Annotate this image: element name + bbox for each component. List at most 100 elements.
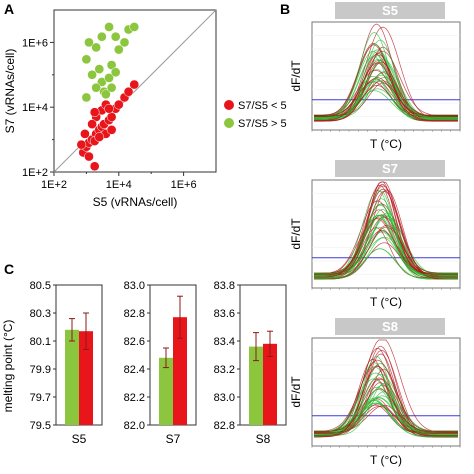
scatter-point [110, 67, 121, 78]
scatter-point [113, 99, 124, 110]
bar-y-tick-label: 82.4 [124, 364, 145, 376]
scatter-point [104, 73, 114, 83]
scatter-point [119, 37, 130, 48]
y-tick-label: 1E+2 [22, 167, 48, 179]
scatter-ylabel: S7 (vRNAs/cell) [3, 49, 17, 134]
legend-label: S7/S5 > 5 [238, 118, 287, 130]
curve-xlabel: T (°C) [370, 137, 402, 151]
melt-curve [314, 388, 458, 433]
melt-curve-panel-s5: S5 dF/dT T (°C) [289, 2, 461, 151]
scatter-point [110, 31, 121, 42]
group-label: S8 [256, 432, 271, 446]
bar-y-tick-label: 79.7 [30, 392, 51, 404]
scatter-point [94, 132, 105, 142]
curve-ylabel: dF/dT [289, 218, 303, 250]
curve-xlabel: T (°C) [370, 295, 402, 309]
melt-curve [314, 39, 458, 118]
melt-curve [314, 59, 458, 121]
melt-curve [314, 388, 458, 435]
scatter-point [97, 31, 107, 42]
melt-curve [314, 32, 458, 116]
scatter-point [81, 92, 92, 103]
scatter-panel: 1E+21E+2 1E+4 1E+4 1E+6 1E+6 S7 (vRNAs/cell)… [3, 9, 287, 209]
y-tick-label: 1E+4 [22, 102, 48, 114]
scatter-point [89, 161, 100, 172]
legend-label: S7/S5 < 5 [238, 100, 287, 112]
scatter-point [129, 22, 140, 32]
bar [65, 329, 79, 425]
scatter-point [101, 89, 111, 100]
bar [79, 331, 93, 425]
bar [159, 357, 173, 425]
panel-header [335, 318, 445, 335]
scatter-point [76, 139, 87, 150]
group-label: S7 [166, 432, 181, 446]
scatter-point [123, 86, 134, 97]
group-label: S5 [72, 432, 87, 446]
melt-curve [313, 90, 458, 120]
bar-y-tick-label: 83.0 [124, 280, 145, 292]
scatter-point [80, 129, 90, 139]
melt-curve [314, 62, 458, 122]
panel-header-title: S5 [382, 3, 398, 18]
melt-curve [314, 248, 458, 280]
melt-curve-panel-s7: S7 dF/dT T (°C) [289, 160, 461, 309]
bar-y-tick-label: 79.9 [30, 364, 51, 376]
melt-curve [313, 359, 458, 433]
bar-group-s5: 80.5 80.3 80.1 79.9 79.7 79.5 S5 [30, 280, 103, 446]
bar [249, 346, 263, 425]
bar-y-tick-label: 83.4 [214, 336, 235, 348]
bars-ylabel: melting point (°C) [1, 320, 15, 413]
scatter-plot-frame [53, 9, 217, 173]
panel-header-title: S7 [382, 161, 398, 176]
bar-y-tick-label: 80.5 [30, 280, 51, 292]
melt-curve-panels: S5 dF/dT T (°C) S7 dF/dT T (°C) S8 dF/dT T (°C) [289, 2, 461, 467]
legend-marker [224, 100, 234, 110]
scatter-point [91, 82, 102, 93]
bar-y-tick-label: 82.8 [214, 420, 235, 432]
bar [173, 317, 187, 425]
melt-curve [314, 405, 458, 436]
scatter-point [84, 151, 94, 162]
panel-label-c: C [4, 261, 14, 277]
scatter-point [106, 112, 117, 122]
scatter-point [87, 119, 97, 129]
bar-y-tick-label: 83.2 [214, 364, 235, 376]
bar-y-tick-label: 82.2 [124, 392, 145, 404]
melt-curve [314, 229, 458, 275]
legend-marker [224, 118, 234, 128]
y-tick-label: 1E+6 [22, 37, 48, 49]
melt-curve [314, 191, 458, 277]
bar-y-tick-label: 83.6 [214, 308, 235, 320]
scatter-point [104, 22, 114, 32]
scatter-point [106, 82, 117, 93]
melt-curve [314, 383, 458, 432]
panel-header-title: S8 [382, 319, 398, 334]
x-tick-label: 1E+4 [106, 179, 132, 191]
melt-curve [314, 214, 458, 277]
scatter-point [106, 124, 117, 135]
melt-curve [314, 56, 458, 119]
scatter-point [113, 44, 124, 55]
melting-point-bars: melting point (°C) 80.5 80.3 80.1 79.9 79.7 7… [1, 280, 287, 446]
melt-curve-panel-s8: S8 dF/dT T (°C) [289, 318, 461, 467]
bar-y-tick-label: 82.8 [124, 308, 145, 320]
melt-curve [314, 188, 458, 274]
scatter-point [81, 54, 92, 65]
curve-ylabel: dF/dT [289, 60, 303, 92]
curve-ylabel: dF/dT [289, 376, 303, 408]
curve-xlabel: T (°C) [370, 453, 402, 467]
melt-curve [314, 399, 458, 437]
panel-label-b: B [280, 1, 290, 17]
panel-header [335, 2, 445, 19]
melt-curve [314, 230, 458, 278]
bar-y-tick-label: 82.6 [124, 336, 145, 348]
scatter-point [129, 79, 140, 90]
bar-y-tick-label: 80.1 [30, 336, 51, 348]
panel-header [335, 160, 445, 177]
bar-group-s8: 83.8 83.6 83.4 83.2 83.0 82.8 S8 [214, 280, 287, 446]
scatter-point [104, 103, 114, 114]
scatter-point [91, 42, 102, 53]
bar-y-tick-label: 83.8 [214, 280, 235, 292]
